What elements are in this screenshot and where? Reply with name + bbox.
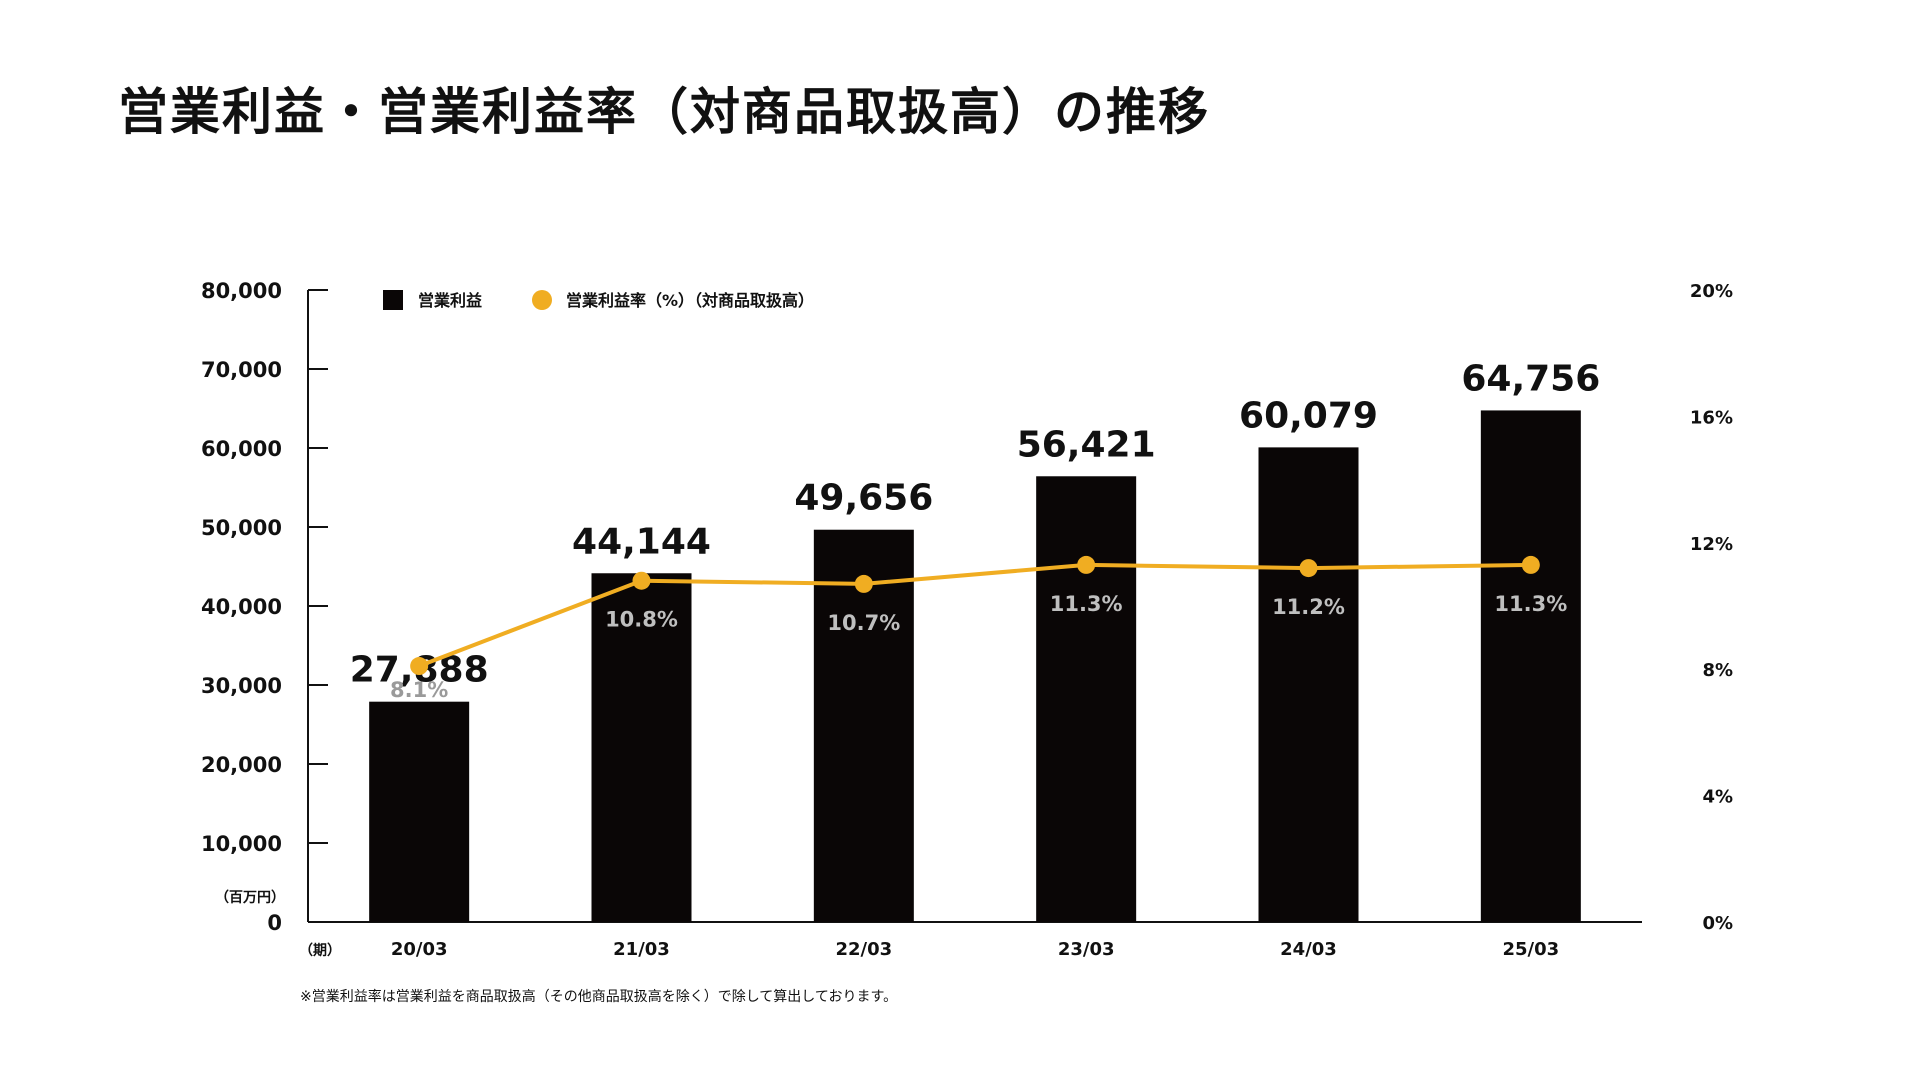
bar-value-label: 44,144	[572, 521, 711, 562]
margin-point	[632, 571, 651, 590]
page-title: 営業利益・営業利益率（対商品取扱高）の推移	[118, 83, 1210, 141]
x-axis-tick-label: 24/03	[1280, 939, 1337, 960]
margin-line	[418, 562, 1531, 668]
margin-point	[1299, 559, 1318, 578]
left-axis-tick-label: 80,000	[201, 279, 282, 303]
right-axis-tick-label: 12%	[1690, 534, 1733, 555]
bar	[591, 573, 692, 922]
right-axis-tick-label: 0%	[1702, 913, 1733, 934]
left-axis-tick-label: 30,000	[201, 674, 282, 698]
bar-value-label: 60,079	[1239, 395, 1378, 436]
x-axis-unit-label: （期）	[299, 943, 341, 959]
bar	[1258, 447, 1359, 922]
bar-value-label: 49,656	[794, 478, 933, 519]
margin-value-label: 11.3%	[1050, 592, 1123, 616]
bar	[1480, 410, 1581, 922]
bar	[1036, 476, 1137, 922]
margin-value-label: 10.7%	[827, 611, 900, 635]
left-axis-tick-label: 20,000	[201, 753, 282, 777]
left-axis-tick-label: 40,000	[201, 595, 282, 619]
margin-value-label: 11.3%	[1494, 592, 1567, 616]
bar	[813, 529, 914, 922]
right-axis-tick-label: 16%	[1690, 407, 1733, 428]
left-axis-tick-label: 10,000	[201, 832, 282, 856]
margin-point	[1077, 555, 1096, 574]
margin-point	[854, 574, 873, 593]
left-axis-tick-label: 50,000	[201, 516, 282, 540]
x-axis-tick-label: 20/03	[391, 939, 448, 960]
margin-value-label: 10.8%	[605, 608, 678, 632]
bar	[369, 701, 470, 922]
legend-line-swatch	[532, 290, 552, 310]
margin-value-label: 8.1%	[390, 678, 448, 702]
left-axis-tick-label: 60,000	[201, 437, 282, 461]
right-axis-tick-label: 8%	[1702, 660, 1733, 681]
x-axis-tick-label: 22/03	[835, 939, 892, 960]
margin-point	[1521, 555, 1540, 574]
footnote: ※営業利益率は営業利益を商品取扱高（その他商品取扱高を除く）で除して算出しており…	[300, 989, 898, 1005]
right-axis-tick-label: 20%	[1690, 281, 1733, 302]
legend-line-label: 営業利益率（%）（対商品取扱高）	[566, 291, 814, 310]
legend-bar-swatch	[383, 290, 403, 310]
left-axis-tick-label: 70,000	[201, 358, 282, 382]
legend-bar-label: 営業利益	[418, 291, 482, 310]
x-axis-tick-label: 23/03	[1058, 939, 1115, 960]
left-axis-tick-label: 0	[267, 911, 282, 935]
margin-value-label: 11.2%	[1272, 595, 1345, 619]
x-axis-tick-label: 21/03	[613, 939, 670, 960]
left-axis-unit-label: （百万円）	[215, 890, 285, 906]
right-axis-tick-label: 4%	[1702, 787, 1733, 808]
bar-value-label: 56,421	[1017, 424, 1156, 465]
bar-value-label: 64,756	[1461, 358, 1600, 399]
margin-point	[410, 657, 429, 676]
x-axis-tick-label: 25/03	[1502, 939, 1559, 960]
